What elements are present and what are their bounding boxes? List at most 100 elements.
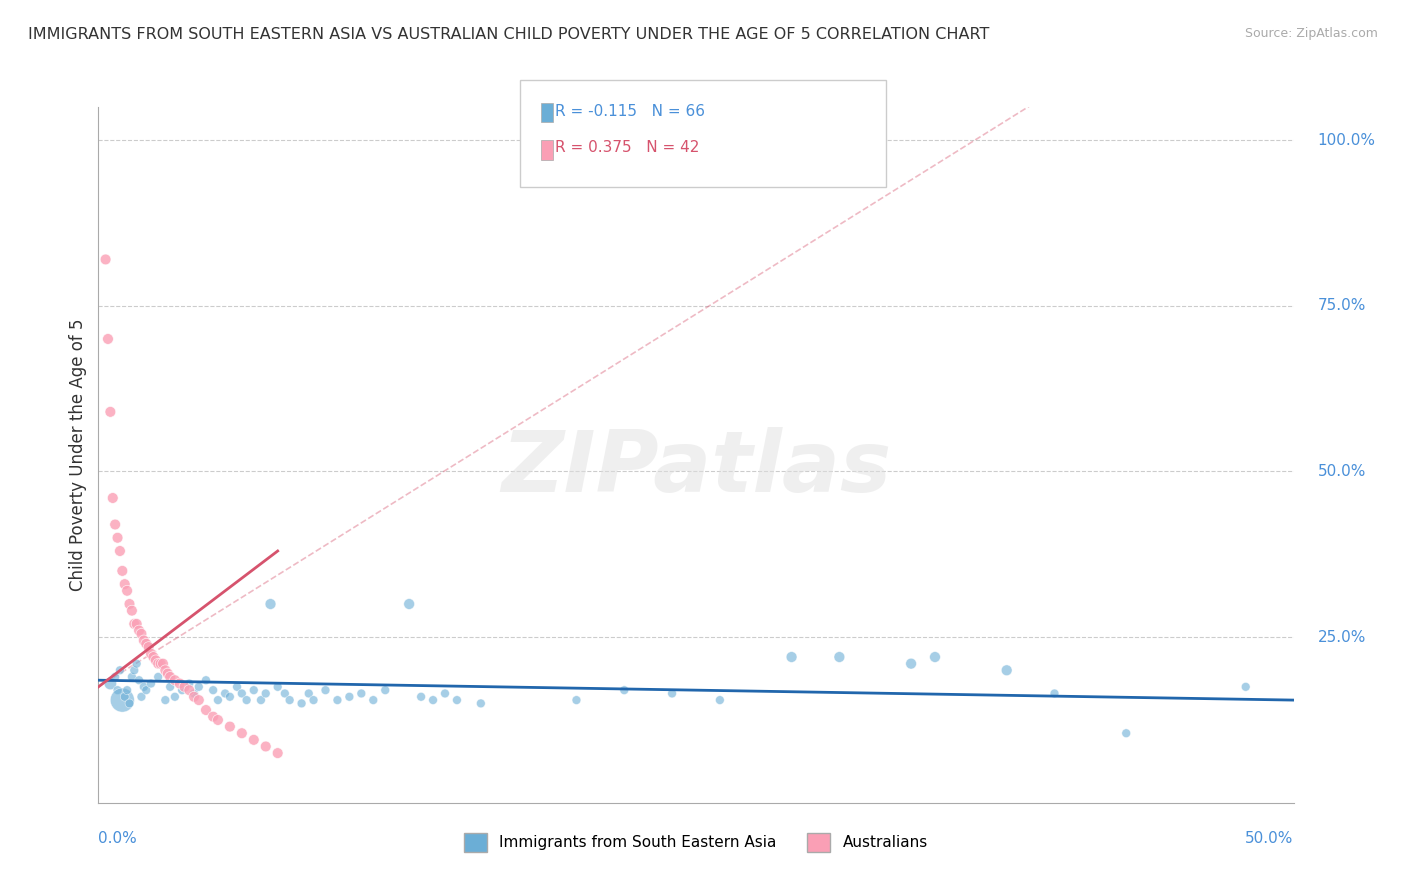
Point bbox=[104, 670, 127, 684]
Point bbox=[108, 663, 131, 677]
Point bbox=[132, 633, 155, 648]
Point bbox=[124, 616, 146, 631]
Point bbox=[149, 657, 172, 671]
Point bbox=[139, 676, 162, 690]
Point bbox=[278, 693, 301, 707]
Point bbox=[231, 686, 253, 700]
Point bbox=[124, 663, 146, 677]
Point bbox=[900, 657, 922, 671]
Point bbox=[207, 693, 229, 707]
Point bbox=[290, 697, 312, 711]
Point bbox=[139, 647, 162, 661]
Point bbox=[187, 680, 209, 694]
Point bbox=[118, 697, 141, 711]
Point bbox=[159, 680, 181, 694]
Point bbox=[118, 597, 141, 611]
Point bbox=[98, 405, 122, 419]
Point bbox=[108, 544, 131, 558]
Point bbox=[411, 690, 433, 704]
Point bbox=[231, 726, 253, 740]
Point bbox=[155, 693, 177, 707]
Point bbox=[115, 683, 138, 698]
Text: 0.0%: 0.0% bbox=[98, 830, 138, 846]
Point bbox=[169, 676, 191, 690]
Point bbox=[202, 709, 225, 723]
Point bbox=[101, 491, 124, 505]
Point bbox=[115, 583, 138, 598]
Text: ZIPatlas: ZIPatlas bbox=[501, 427, 891, 510]
Point bbox=[163, 673, 186, 688]
Point bbox=[267, 680, 290, 694]
Point bbox=[565, 693, 588, 707]
Point bbox=[114, 577, 136, 591]
Point bbox=[207, 713, 229, 727]
Point bbox=[274, 686, 297, 700]
Point bbox=[114, 690, 136, 704]
Point bbox=[104, 517, 127, 532]
Point bbox=[159, 670, 181, 684]
Point bbox=[97, 332, 120, 346]
Point bbox=[107, 683, 129, 698]
Point bbox=[298, 686, 321, 700]
Text: 25.0%: 25.0% bbox=[1317, 630, 1365, 645]
Point bbox=[179, 683, 201, 698]
Point bbox=[156, 666, 179, 681]
Point bbox=[183, 686, 205, 700]
Point bbox=[148, 657, 170, 671]
Point bbox=[187, 693, 209, 707]
Point bbox=[326, 693, 349, 707]
Point bbox=[995, 663, 1018, 677]
Point bbox=[125, 657, 148, 671]
Text: R = -0.115   N = 66: R = -0.115 N = 66 bbox=[555, 104, 706, 119]
Y-axis label: Child Poverty Under the Age of 5: Child Poverty Under the Age of 5 bbox=[69, 318, 87, 591]
Point bbox=[337, 690, 360, 704]
Point bbox=[661, 686, 683, 700]
Point bbox=[135, 637, 157, 651]
Point bbox=[363, 693, 385, 707]
Text: IMMIGRANTS FROM SOUTH EASTERN ASIA VS AUSTRALIAN CHILD POVERTY UNDER THE AGE OF : IMMIGRANTS FROM SOUTH EASTERN ASIA VS AU… bbox=[28, 27, 990, 42]
Point bbox=[709, 693, 731, 707]
Point bbox=[125, 616, 148, 631]
Point bbox=[226, 680, 249, 694]
Point bbox=[194, 703, 217, 717]
Point bbox=[924, 650, 946, 665]
Point bbox=[155, 663, 177, 677]
Point bbox=[202, 683, 225, 698]
Point bbox=[128, 673, 150, 688]
Point bbox=[111, 693, 134, 707]
Point bbox=[243, 732, 266, 747]
Point bbox=[398, 597, 420, 611]
Point bbox=[148, 670, 170, 684]
Point bbox=[183, 690, 205, 704]
Point bbox=[163, 690, 186, 704]
Point bbox=[219, 690, 242, 704]
Point bbox=[179, 676, 201, 690]
Text: 50.0%: 50.0% bbox=[1317, 464, 1365, 479]
Point bbox=[350, 686, 373, 700]
Text: 75.0%: 75.0% bbox=[1317, 298, 1365, 313]
Point bbox=[111, 564, 134, 578]
Point bbox=[267, 746, 290, 760]
Point bbox=[173, 680, 195, 694]
Point bbox=[433, 686, 456, 700]
Point bbox=[94, 252, 117, 267]
Point bbox=[828, 650, 851, 665]
Point bbox=[121, 670, 143, 684]
Point bbox=[142, 650, 165, 665]
Point bbox=[259, 597, 281, 611]
Point bbox=[302, 693, 325, 707]
Point bbox=[315, 683, 337, 698]
Point bbox=[243, 683, 266, 698]
Point bbox=[613, 683, 636, 698]
Text: Source: ZipAtlas.com: Source: ZipAtlas.com bbox=[1244, 27, 1378, 40]
Point bbox=[254, 686, 277, 700]
Point bbox=[1043, 686, 1066, 700]
Point bbox=[145, 653, 167, 667]
Point bbox=[254, 739, 277, 754]
Text: 50.0%: 50.0% bbox=[1246, 830, 1294, 846]
Point bbox=[446, 693, 468, 707]
Point bbox=[780, 650, 803, 665]
Text: R = 0.375   N = 42: R = 0.375 N = 42 bbox=[555, 140, 700, 154]
Point bbox=[235, 693, 257, 707]
Point bbox=[422, 693, 444, 707]
